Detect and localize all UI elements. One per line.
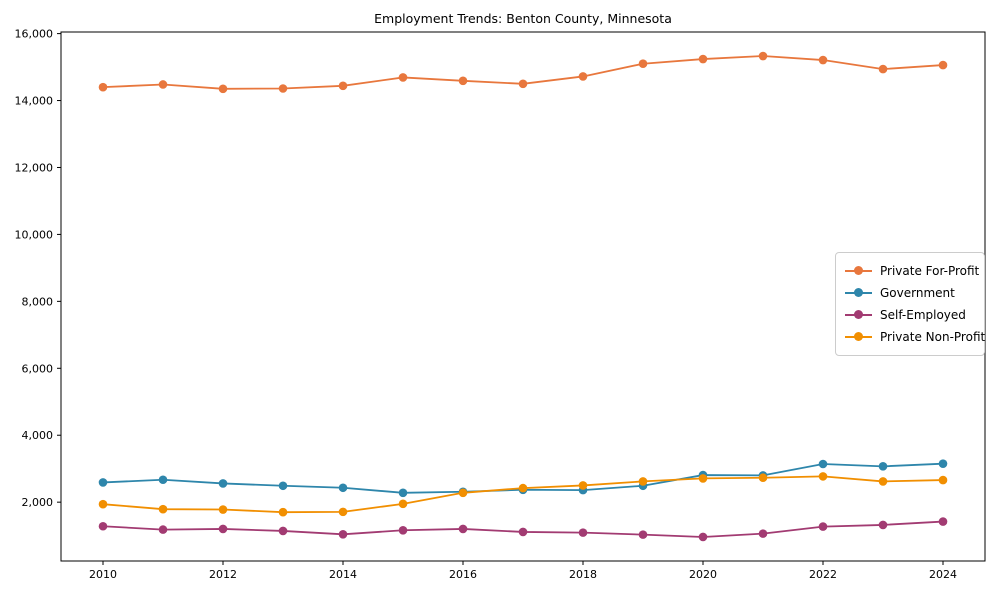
legend-label: Self-Employed xyxy=(880,308,966,322)
legend-box: Private For-Profit Government Self-Employe… xyxy=(835,252,985,356)
y-tick-label: 14,000 xyxy=(15,95,54,108)
series-marker-private-for-profit xyxy=(878,64,888,74)
legend-item: Private Non-Profit xyxy=(845,326,985,348)
x-tick-label: 2016 xyxy=(449,568,477,581)
series-marker-government xyxy=(278,481,288,491)
legend-marker-icon xyxy=(845,332,872,342)
series-marker-private-for-profit xyxy=(638,59,648,69)
y-tick-label: 12,000 xyxy=(15,161,54,174)
series-marker-government xyxy=(398,488,408,498)
series-marker-government xyxy=(338,483,348,493)
x-tick-label: 2020 xyxy=(689,568,717,581)
series-marker-private-for-profit xyxy=(218,84,228,94)
chart-title: Employment Trends: Benton County, Minnes… xyxy=(374,11,672,26)
series-marker-self-employed xyxy=(158,525,168,534)
x-tick-label: 2024 xyxy=(929,568,957,581)
series-marker-private-non-profit xyxy=(758,473,768,483)
y-tick-label: 6,000 xyxy=(22,362,54,375)
series-marker-private-non-profit xyxy=(218,505,228,514)
series-marker-self-employed xyxy=(578,528,588,537)
series-marker-private-for-profit xyxy=(758,51,768,61)
series-marker-self-employed xyxy=(698,532,708,542)
legend-label: Government xyxy=(880,286,955,300)
x-tick-label: 2010 xyxy=(89,568,117,581)
series-marker-government xyxy=(158,475,168,485)
legend-marker-icon xyxy=(845,310,872,320)
series-marker-private-for-profit xyxy=(518,79,528,89)
series-marker-private-non-profit xyxy=(698,474,708,483)
series-marker-private-non-profit xyxy=(278,507,288,517)
series-marker-private-non-profit xyxy=(458,488,468,498)
series-marker-government xyxy=(98,478,108,487)
legend-item: Government xyxy=(845,282,974,304)
series-marker-private-non-profit xyxy=(938,475,948,485)
series-marker-self-employed xyxy=(818,522,828,531)
y-tick-label: 4,000 xyxy=(22,429,54,442)
series-marker-private-non-profit xyxy=(98,499,108,509)
series-marker-self-employed xyxy=(98,521,108,531)
series-marker-private-for-profit xyxy=(338,81,348,91)
y-tick-label: 2,000 xyxy=(22,496,54,509)
series-marker-self-employed xyxy=(878,520,888,530)
legend-marker-icon xyxy=(845,288,872,298)
series-marker-private-non-profit xyxy=(818,472,828,481)
series-marker-private-non-profit xyxy=(638,477,648,486)
series-marker-self-employed xyxy=(218,524,228,534)
y-tick-label: 16,000 xyxy=(15,28,54,41)
x-tick-label: 2018 xyxy=(569,568,597,581)
series-marker-government xyxy=(878,462,888,471)
x-tick-label: 2022 xyxy=(809,568,837,581)
legend-marker-icon xyxy=(845,266,872,276)
series-marker-private-non-profit xyxy=(578,481,588,490)
series-marker-self-employed xyxy=(938,517,948,526)
series-marker-private-for-profit xyxy=(578,72,588,81)
series-marker-private-for-profit xyxy=(458,76,468,86)
legend-label: Private Non-Profit xyxy=(880,330,986,344)
legend-item: Private For-Profit xyxy=(845,260,979,282)
y-tick-label: 8,000 xyxy=(22,295,54,308)
series-marker-government xyxy=(938,459,948,468)
legend-item: Self-Employed xyxy=(845,304,974,326)
series-marker-self-employed xyxy=(458,524,468,534)
series-line-private-non-profit xyxy=(102,475,944,514)
series-marker-private-for-profit xyxy=(278,84,288,93)
series-marker-private-for-profit xyxy=(818,55,828,65)
x-tick-label: 2014 xyxy=(329,568,357,581)
series-marker-private-non-profit xyxy=(518,483,528,493)
legend-label: Private For-Profit xyxy=(880,264,980,278)
series-marker-self-employed xyxy=(518,527,528,537)
series-marker-self-employed xyxy=(638,530,648,539)
series-marker-private-non-profit xyxy=(398,499,408,509)
series-marker-private-for-profit xyxy=(98,82,108,92)
series-marker-private-non-profit xyxy=(158,504,168,514)
series-marker-private-for-profit xyxy=(158,80,168,89)
series-marker-private-for-profit xyxy=(938,60,948,70)
series-marker-private-non-profit xyxy=(878,477,888,486)
series-marker-private-non-profit xyxy=(338,507,348,517)
axes-frame xyxy=(60,31,986,562)
series-marker-self-employed xyxy=(278,526,288,536)
series-marker-government xyxy=(818,459,828,469)
series-marker-government xyxy=(218,479,228,488)
series-marker-self-employed xyxy=(758,529,768,538)
series-marker-self-employed xyxy=(398,525,408,535)
series-marker-private-for-profit xyxy=(398,73,408,82)
x-tick-label: 2012 xyxy=(209,568,237,581)
series-marker-private-for-profit xyxy=(698,54,708,64)
series-marker-self-employed xyxy=(338,529,348,539)
y-tick-label: 10,000 xyxy=(15,228,54,241)
